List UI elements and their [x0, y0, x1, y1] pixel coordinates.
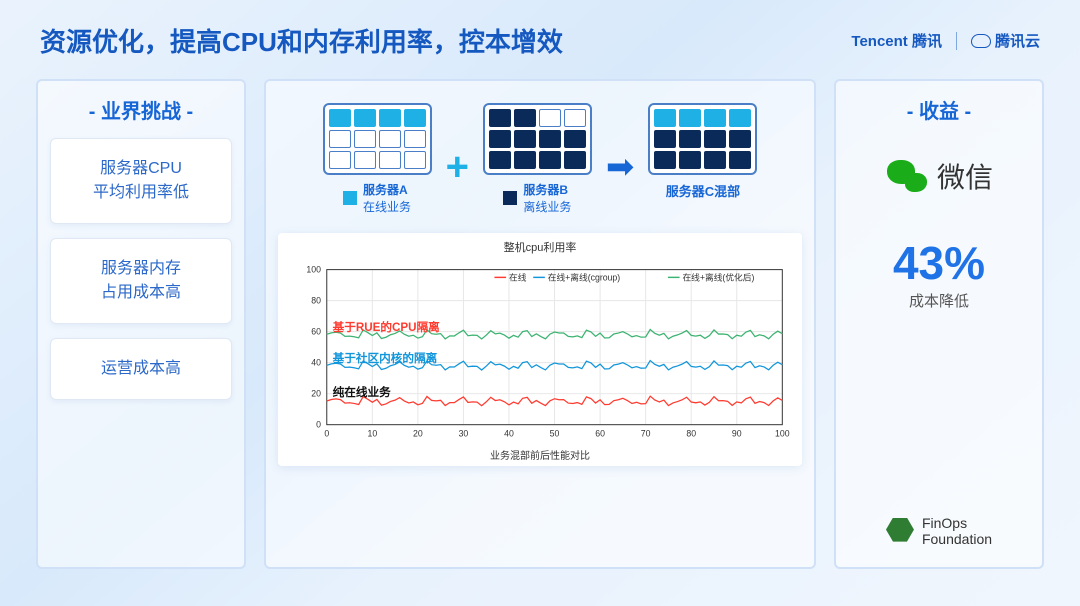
legend-swatch-offline [503, 191, 517, 205]
svg-text:在线: 在线 [509, 271, 527, 282]
server-b-legend: 服务器B离线业务 [503, 181, 571, 215]
brand-block: Tencent 腾讯 腾讯云 [851, 30, 1040, 51]
server-a-grid [323, 103, 432, 175]
challenge-card: 运营成本高 [50, 338, 232, 400]
content-row: - 业界挑战 - 服务器CPU平均利用率低 服务器内存占用成本高 运营成本高 服… [0, 69, 1080, 589]
svg-text:基于社区内核的隔离: 基于社区内核的隔离 [332, 351, 438, 365]
brand-separator [956, 32, 957, 50]
chart-svg: 0 20 40 60 80 100 0 10 20 30 40 50 60 70 80 90 100 基于RUE的… [288, 257, 792, 447]
challenges-panel: - 业界挑战 - 服务器CPU平均利用率低 服务器内存占用成本高 运营成本高 [36, 79, 246, 569]
svg-text:20: 20 [413, 428, 423, 438]
svg-text:60: 60 [311, 327, 321, 337]
svg-text:50: 50 [550, 428, 560, 438]
svg-text:100: 100 [306, 265, 321, 275]
svg-text:0: 0 [324, 428, 329, 438]
header: 资源优化，提高CPU和内存利用率，控本增效 Tencent 腾讯 腾讯云 [0, 0, 1080, 69]
challenge-card: 服务器内存占用成本高 [50, 238, 232, 324]
svg-text:在线+离线(cgroup): 在线+离线(cgroup) [548, 271, 621, 282]
finops-icon [886, 518, 914, 546]
benefits-title: - 收益 - [907, 95, 971, 124]
svg-text:0: 0 [316, 420, 321, 430]
chart-xlabel: 业务混部前后性能对比 [288, 447, 792, 462]
finops-logo: FinOps Foundation [886, 516, 992, 547]
cpu-chart: 整机cpu利用率 0 20 40 60 80 100 0 10 20 30 40 50 60 70 80 90… [278, 233, 802, 466]
svg-text:80: 80 [686, 428, 696, 438]
svg-text:80: 80 [311, 296, 321, 306]
stat-block: 43% 成本降低 [893, 236, 985, 311]
legend-swatch-online [343, 191, 357, 205]
server-b: 服务器B离线业务 [483, 103, 592, 215]
benefits-panel: - 收益 - 微信 43% 成本降低 FinOps Foundation [834, 79, 1044, 569]
server-c: 服务器C混部 [648, 103, 757, 200]
svg-text:纯在线业务: 纯在线业务 [333, 385, 392, 399]
svg-text:60: 60 [595, 428, 605, 438]
svg-text:100: 100 [775, 428, 790, 438]
svg-text:40: 40 [504, 428, 514, 438]
server-a: 服务器A在线业务 [323, 103, 432, 215]
tencent-cloud-logo: 腾讯云 [971, 30, 1040, 51]
server-a-legend: 服务器A在线业务 [343, 181, 411, 215]
svg-text:基于RUE的CPU隔离: 基于RUE的CPU隔离 [332, 320, 441, 334]
server-c-grid [648, 103, 757, 175]
server-c-label: 服务器C混部 [666, 181, 740, 200]
cloud-icon [971, 34, 991, 48]
svg-text:在线+离线(优化后): 在线+离线(优化后) [682, 271, 754, 282]
challenges-title: - 业界挑战 - [50, 95, 232, 124]
arrow-icon: ➡ [606, 147, 635, 187]
tencent-logo-text: Tencent 腾讯 [851, 30, 942, 51]
wechat-text: 微信 [937, 156, 993, 196]
wechat-logo: 微信 [885, 156, 993, 196]
page-title: 资源优化，提高CPU和内存利用率，控本增效 [40, 22, 563, 59]
center-panel: 服务器A在线业务 + 服务器B离线业务 ➡ 服务器C混部 整机cpu利用率 0 2… [264, 79, 816, 569]
svg-text:90: 90 [732, 428, 742, 438]
finops-text: FinOps Foundation [922, 516, 992, 547]
wechat-icon [885, 156, 929, 196]
svg-text:20: 20 [311, 389, 321, 399]
svg-text:30: 30 [459, 428, 469, 438]
server-diagram: 服务器A在线业务 + 服务器B离线业务 ➡ 服务器C混部 [278, 95, 802, 215]
chart-title: 整机cpu利用率 [288, 239, 792, 255]
svg-text:40: 40 [311, 358, 321, 368]
server-b-grid [483, 103, 592, 175]
svg-text:10: 10 [367, 428, 377, 438]
plus-icon: + [446, 145, 469, 190]
stat-label: 成本降低 [893, 290, 985, 311]
challenge-card: 服务器CPU平均利用率低 [50, 138, 232, 224]
stat-value: 43% [893, 236, 985, 290]
svg-text:70: 70 [641, 428, 651, 438]
